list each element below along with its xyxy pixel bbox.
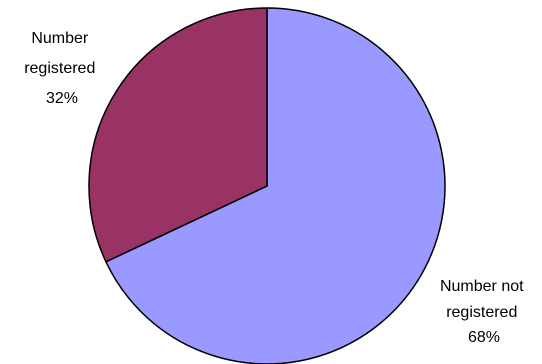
pie-slices xyxy=(88,7,446,364)
slice-number-registered xyxy=(88,7,268,263)
label-number-registered-line-2: registered xyxy=(24,60,95,77)
label-number-not-registered: Number not registered 68% xyxy=(440,278,528,346)
label-number-registered: Number registered 32% xyxy=(24,30,100,107)
label-number-not-registered-line-2: registered xyxy=(446,304,517,321)
slice-number-not-registered xyxy=(105,7,446,364)
label-number-registered-line-1: Number xyxy=(31,30,89,47)
label-number-not-registered-line-1: Number not xyxy=(440,278,524,295)
label-number-not-registered-percent: 68% xyxy=(468,329,500,346)
label-number-registered-percent: 32% xyxy=(46,90,78,107)
